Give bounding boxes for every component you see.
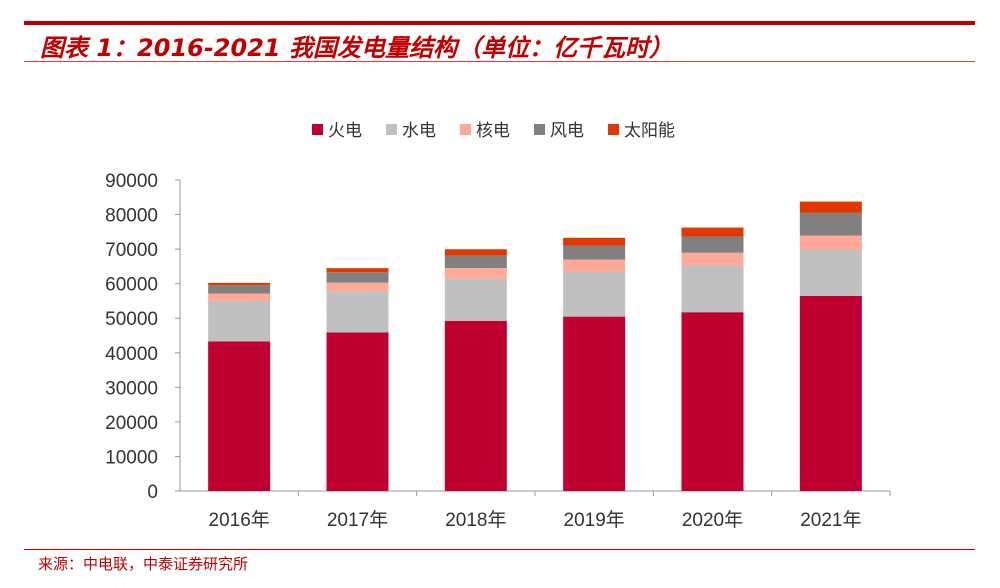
y-tick-label: 70000 xyxy=(105,240,158,261)
bar-segment xyxy=(326,291,389,333)
legend-label: 核电 xyxy=(476,121,510,141)
source-rule xyxy=(24,549,975,550)
bar-segment xyxy=(563,237,626,246)
bar-segment xyxy=(208,341,271,491)
bar-segment xyxy=(681,252,744,266)
bar-segment xyxy=(799,295,862,491)
y-tick-label: 90000 xyxy=(105,171,158,192)
y-tick-label: 30000 xyxy=(105,378,158,399)
bar-segment xyxy=(799,201,862,213)
bar-segment xyxy=(563,259,626,272)
x-tick-label: 2016年 xyxy=(209,509,270,531)
bar-segment xyxy=(563,316,626,491)
bar-segment xyxy=(681,236,744,253)
legend-label: 太阳能 xyxy=(624,121,675,141)
bar-segment xyxy=(681,312,744,491)
bar-segment xyxy=(326,268,389,273)
y-tick-label: 40000 xyxy=(105,344,158,365)
bar-segment xyxy=(563,245,626,260)
legend-swatch xyxy=(608,124,619,135)
bar-segment xyxy=(444,320,507,491)
bar-segment xyxy=(563,271,626,317)
bar-segment xyxy=(444,255,507,269)
legend-swatch xyxy=(386,124,397,135)
legend-swatch xyxy=(534,124,545,135)
legend-label: 水电 xyxy=(402,121,436,141)
x-tick-label: 2019年 xyxy=(564,509,625,531)
title-top-rule xyxy=(24,21,975,25)
bar-segment xyxy=(799,235,862,250)
bar-segment xyxy=(326,272,389,283)
bar-segment xyxy=(799,212,862,236)
title-bottom-rule xyxy=(24,61,975,62)
bar-segment xyxy=(444,278,507,321)
source-note: 来源：中电联，中泰证券研究所 xyxy=(38,555,249,573)
bar-segment xyxy=(681,265,744,313)
bar-segment xyxy=(444,249,507,256)
x-tick-label: 2017年 xyxy=(327,509,388,531)
bar-segment xyxy=(444,268,507,279)
y-tick-label: 50000 xyxy=(105,309,158,330)
bar-segment xyxy=(208,282,271,286)
x-tick-label: 2020年 xyxy=(682,509,743,531)
chart-title: 图表 1：2016-2021 我国发电量结构（单位：亿千瓦时） xyxy=(40,34,673,62)
legend-swatch xyxy=(312,124,323,135)
y-tick-label: 20000 xyxy=(105,413,158,434)
bar-segment xyxy=(208,300,271,342)
bar-segment xyxy=(799,249,862,296)
legend-swatch xyxy=(460,124,471,135)
y-tick-label: 60000 xyxy=(105,275,158,296)
y-tick-label: 0 xyxy=(147,482,158,503)
bar-segment xyxy=(208,285,271,294)
y-tick-label: 10000 xyxy=(105,447,158,468)
x-tick-label: 2021年 xyxy=(800,509,861,531)
bar-segment xyxy=(326,282,389,292)
bar-segment xyxy=(208,293,271,301)
legend-label: 火电 xyxy=(328,121,362,141)
bar-segment xyxy=(681,227,744,237)
legend-label: 风电 xyxy=(550,121,584,141)
x-tick-label: 2018年 xyxy=(445,509,506,531)
y-tick-label: 80000 xyxy=(105,206,158,227)
bar-segment xyxy=(326,332,389,491)
